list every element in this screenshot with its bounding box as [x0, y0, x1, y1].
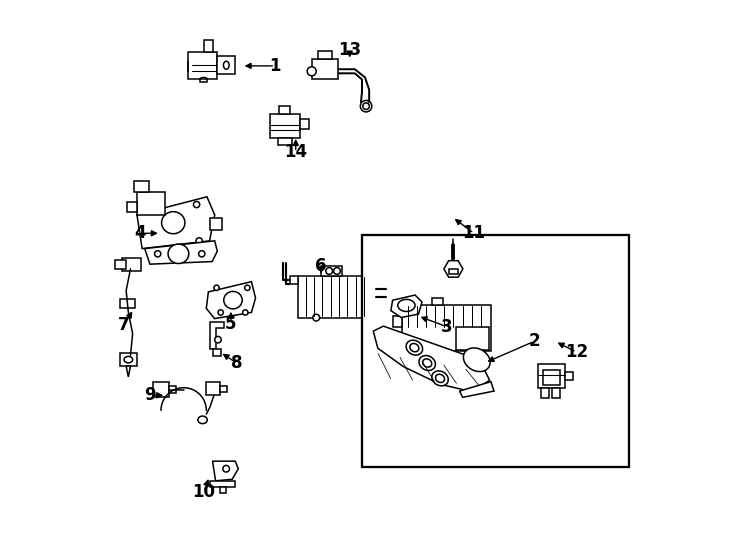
- Ellipse shape: [419, 355, 435, 370]
- Polygon shape: [120, 353, 137, 366]
- Circle shape: [308, 67, 316, 76]
- Circle shape: [215, 336, 221, 343]
- Ellipse shape: [435, 374, 445, 382]
- Ellipse shape: [463, 348, 490, 372]
- Polygon shape: [217, 56, 236, 75]
- Polygon shape: [537, 364, 565, 388]
- Polygon shape: [213, 461, 239, 481]
- Polygon shape: [209, 481, 235, 487]
- Ellipse shape: [198, 416, 207, 423]
- Polygon shape: [432, 298, 443, 305]
- Ellipse shape: [161, 212, 185, 234]
- Circle shape: [199, 251, 205, 257]
- Polygon shape: [153, 382, 169, 397]
- Circle shape: [326, 268, 333, 274]
- Polygon shape: [137, 197, 215, 248]
- Polygon shape: [565, 372, 573, 380]
- Polygon shape: [291, 276, 298, 284]
- Polygon shape: [206, 382, 219, 395]
- Polygon shape: [210, 322, 225, 349]
- Ellipse shape: [410, 343, 419, 352]
- Text: 4: 4: [134, 224, 146, 242]
- Ellipse shape: [398, 299, 415, 312]
- Circle shape: [243, 310, 248, 315]
- Polygon shape: [270, 114, 299, 138]
- Ellipse shape: [432, 371, 448, 386]
- Polygon shape: [145, 241, 217, 264]
- Text: 12: 12: [565, 343, 588, 361]
- Ellipse shape: [406, 340, 423, 355]
- Polygon shape: [542, 370, 560, 385]
- Text: 13: 13: [338, 40, 361, 59]
- Circle shape: [194, 201, 200, 208]
- Text: 14: 14: [284, 143, 308, 161]
- Circle shape: [363, 103, 369, 110]
- Polygon shape: [321, 266, 342, 276]
- Polygon shape: [213, 349, 221, 356]
- Text: 5: 5: [225, 315, 236, 333]
- Text: 11: 11: [462, 224, 485, 242]
- Circle shape: [218, 310, 223, 315]
- Text: 2: 2: [528, 332, 540, 350]
- Ellipse shape: [224, 292, 242, 309]
- Polygon shape: [459, 382, 494, 397]
- Circle shape: [313, 314, 319, 321]
- Text: 3: 3: [441, 318, 453, 336]
- Text: 8: 8: [230, 354, 242, 372]
- Ellipse shape: [124, 356, 133, 363]
- Text: 10: 10: [192, 483, 215, 502]
- Polygon shape: [298, 276, 376, 318]
- Polygon shape: [374, 326, 490, 392]
- Ellipse shape: [200, 77, 207, 80]
- Polygon shape: [206, 282, 255, 319]
- Ellipse shape: [223, 61, 229, 69]
- Polygon shape: [115, 260, 126, 269]
- Ellipse shape: [168, 244, 189, 264]
- Polygon shape: [137, 192, 165, 215]
- Bar: [448, 269, 458, 274]
- Circle shape: [155, 204, 161, 210]
- Polygon shape: [456, 327, 489, 350]
- Polygon shape: [169, 386, 176, 393]
- Text: 7: 7: [118, 316, 130, 334]
- Ellipse shape: [423, 359, 432, 367]
- Text: 6: 6: [316, 256, 327, 275]
- Polygon shape: [122, 258, 141, 271]
- Polygon shape: [280, 106, 291, 114]
- Polygon shape: [552, 388, 560, 398]
- Polygon shape: [220, 487, 226, 493]
- Polygon shape: [277, 138, 292, 145]
- Polygon shape: [126, 366, 131, 377]
- Polygon shape: [391, 295, 422, 318]
- Polygon shape: [393, 316, 402, 327]
- Circle shape: [244, 285, 250, 291]
- Polygon shape: [541, 388, 549, 398]
- Polygon shape: [402, 305, 491, 351]
- Polygon shape: [134, 181, 148, 192]
- Circle shape: [334, 268, 341, 274]
- Circle shape: [223, 465, 230, 472]
- Polygon shape: [203, 40, 213, 52]
- Polygon shape: [312, 59, 338, 79]
- Circle shape: [196, 238, 203, 244]
- Polygon shape: [299, 119, 309, 129]
- Polygon shape: [120, 299, 135, 308]
- Polygon shape: [219, 386, 227, 392]
- Polygon shape: [200, 79, 207, 82]
- Circle shape: [155, 251, 161, 257]
- Polygon shape: [318, 51, 333, 59]
- Bar: [362, 235, 629, 467]
- Polygon shape: [209, 218, 222, 231]
- Text: 9: 9: [144, 386, 156, 404]
- Text: 1: 1: [269, 57, 281, 75]
- Polygon shape: [188, 52, 217, 79]
- Circle shape: [214, 285, 219, 291]
- Polygon shape: [126, 202, 137, 212]
- Circle shape: [360, 100, 372, 112]
